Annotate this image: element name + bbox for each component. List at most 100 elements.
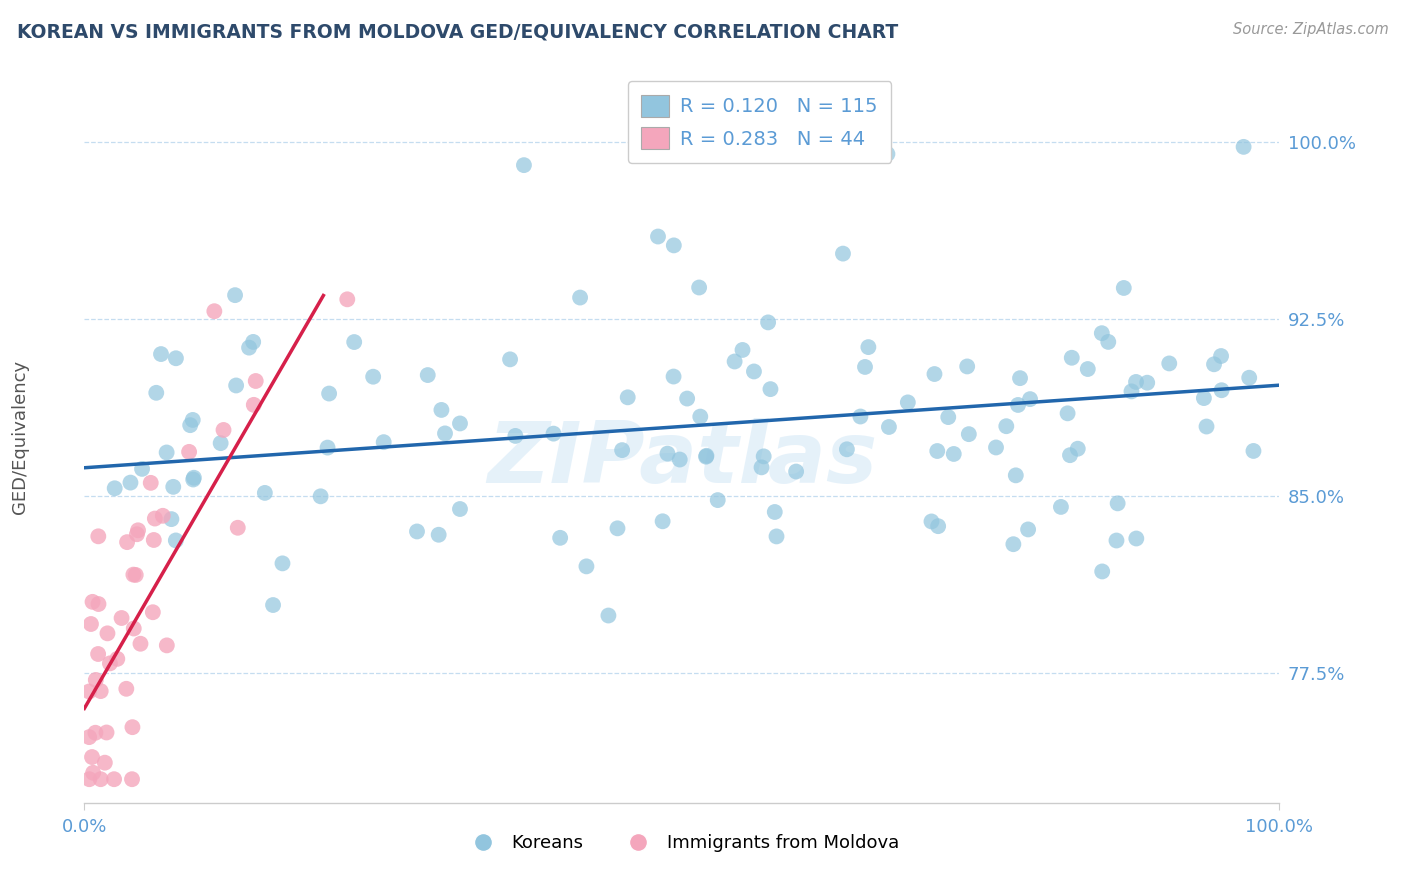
Point <box>316 441 339 455</box>
Point <box>160 512 183 526</box>
Point <box>243 398 266 412</box>
Point <box>103 772 125 787</box>
Point <box>1237 370 1260 384</box>
Point <box>139 475 162 490</box>
Point <box>165 351 187 366</box>
Point <box>1002 537 1025 551</box>
Point <box>513 158 536 172</box>
Point <box>1019 392 1042 406</box>
Point <box>1211 383 1233 397</box>
Point <box>1192 391 1215 405</box>
Point <box>723 354 745 368</box>
Point <box>765 529 787 543</box>
Point <box>262 598 284 612</box>
Point <box>115 681 138 696</box>
Point <box>657 447 679 461</box>
Point <box>131 462 153 476</box>
Point <box>125 568 148 582</box>
Point <box>505 429 527 443</box>
Point <box>1077 362 1099 376</box>
Point <box>499 352 522 367</box>
Point <box>924 367 946 381</box>
Point <box>1112 281 1135 295</box>
Point <box>121 772 143 787</box>
Point <box>785 465 807 479</box>
Point <box>110 611 132 625</box>
Point <box>84 725 107 739</box>
Point <box>449 502 471 516</box>
Point <box>1233 140 1256 154</box>
Point <box>751 460 773 475</box>
Point <box>80 617 103 632</box>
Point <box>921 515 943 529</box>
Point <box>271 557 294 571</box>
Point <box>756 315 779 329</box>
Point <box>759 382 782 396</box>
Point <box>430 403 453 417</box>
Point <box>434 426 457 441</box>
Point <box>1107 496 1129 510</box>
Point <box>1209 349 1232 363</box>
Point <box>1017 523 1039 537</box>
Text: ZIPatlas: ZIPatlas <box>486 417 877 500</box>
Point <box>835 442 858 457</box>
Point <box>688 280 710 294</box>
Point <box>165 533 187 548</box>
Point <box>876 147 898 161</box>
Point <box>87 647 110 661</box>
Point <box>245 374 267 388</box>
Point <box>575 559 598 574</box>
Point <box>1050 500 1073 514</box>
Point <box>651 514 673 528</box>
Point <box>179 418 201 433</box>
Point <box>668 452 690 467</box>
Point <box>94 756 117 770</box>
Point <box>90 772 112 787</box>
Point <box>80 750 103 764</box>
Point <box>1125 532 1147 546</box>
Point <box>752 450 775 464</box>
Point <box>1059 448 1081 462</box>
Point <box>162 480 184 494</box>
Point <box>309 489 332 503</box>
Point <box>569 291 592 305</box>
Point <box>152 508 174 523</box>
Point <box>253 486 276 500</box>
Point <box>853 359 876 374</box>
Point <box>373 435 395 450</box>
Point <box>897 395 920 409</box>
Point <box>449 417 471 431</box>
Point <box>122 567 145 582</box>
Point <box>127 524 149 538</box>
Point <box>1007 398 1029 412</box>
Point <box>849 409 872 424</box>
Point <box>343 334 366 349</box>
Point <box>742 364 765 378</box>
Point <box>731 343 754 357</box>
Point <box>104 481 127 495</box>
Point <box>238 341 260 355</box>
Point <box>77 684 100 698</box>
Point <box>1195 419 1218 434</box>
Point <box>120 475 142 490</box>
Point <box>416 368 439 382</box>
Point <box>1008 371 1031 385</box>
Point <box>1097 334 1119 349</box>
Point <box>87 529 110 543</box>
Point <box>548 531 571 545</box>
Point <box>142 605 165 619</box>
Point <box>598 608 620 623</box>
Point <box>183 471 205 485</box>
Point <box>1091 565 1114 579</box>
Point <box>90 684 112 698</box>
Point <box>1056 406 1078 420</box>
Y-axis label: GED/Equivalency: GED/Equivalency <box>11 360 28 514</box>
Point <box>225 378 247 392</box>
Point <box>181 473 204 487</box>
Point <box>606 521 628 535</box>
Point <box>1125 375 1147 389</box>
Point <box>105 652 128 666</box>
Point <box>427 527 450 541</box>
Point <box>543 426 565 441</box>
Point <box>695 449 717 463</box>
